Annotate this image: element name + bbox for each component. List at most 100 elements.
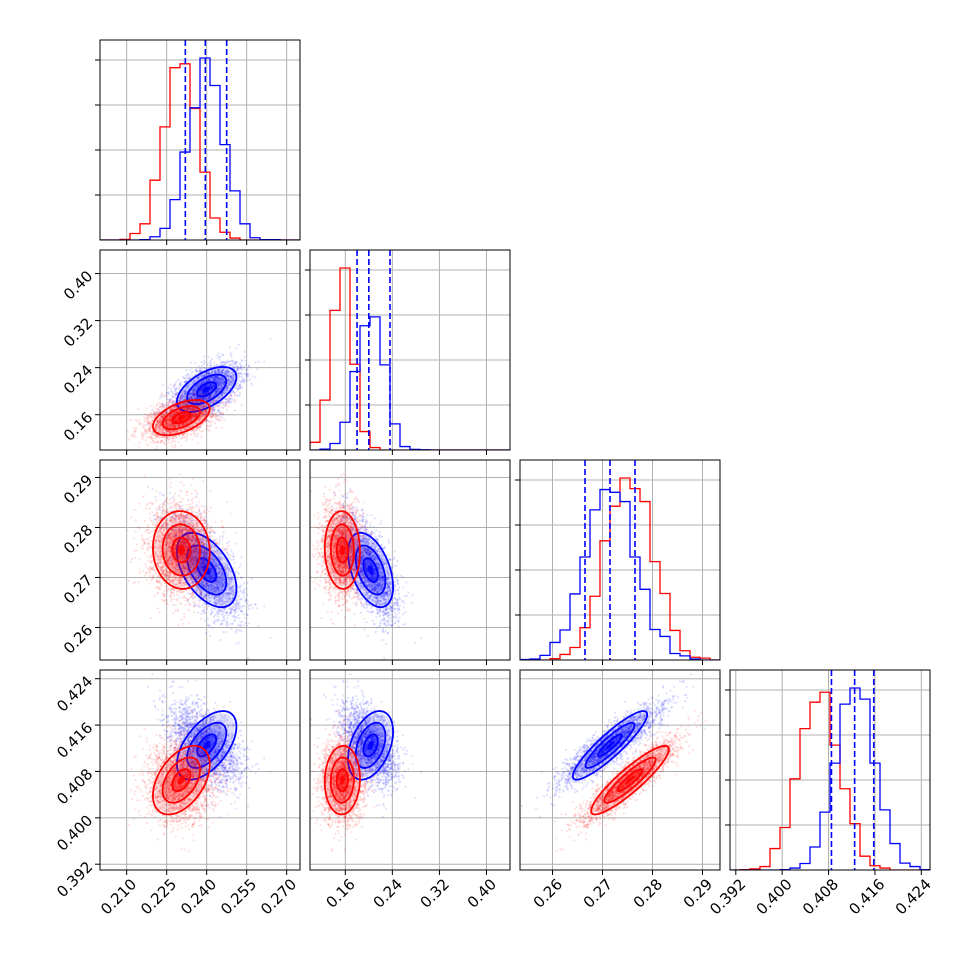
scatter-point [209,384,212,387]
scatter-point [186,385,189,388]
scatter-point [174,437,178,440]
scatter-point [236,365,239,368]
scatter-point [228,383,231,386]
scatter-point [212,378,215,381]
scatter-point [220,385,223,388]
scatter-point [207,419,210,423]
scatter-point [157,408,160,411]
scatter-point [142,426,146,429]
scatter-point [226,398,229,401]
scatter-point [172,395,175,398]
scatter-point [219,396,222,399]
scatter-point [202,405,205,408]
scatter-point [168,415,172,418]
scatter-point [198,367,201,370]
scatter-point [199,405,202,408]
scatter-point [215,364,218,367]
scatter-point [213,409,216,412]
scatter-point [193,395,196,398]
scatter-point [200,405,203,408]
scatter-point [158,427,161,430]
scatter-point [214,376,217,379]
scatter-point [187,408,190,411]
scatter-point [194,415,197,418]
scatter-point [226,386,229,389]
contour-layer [152,366,238,437]
scatter-point [247,373,250,376]
scatter-point [205,371,208,374]
scatter-point [173,417,176,420]
scatter-point [213,385,216,388]
scatter-point [216,369,219,372]
scatter-point [207,377,210,380]
scatter-point [213,392,216,395]
scatter-point [192,393,195,396]
scatter-point [210,400,213,403]
scatter-point [221,416,224,419]
scatter-point [209,384,212,387]
scatter-point [236,389,239,392]
scatter-point [207,371,210,375]
scatter-point [151,439,154,442]
scatter-point [209,385,212,388]
scatter-point [215,380,218,383]
scatter-point [201,387,204,390]
scatter-point [246,374,250,377]
scatter-point [180,393,184,396]
scatter-point [201,405,204,408]
scatter-point [191,438,194,441]
scatter-point [221,413,224,416]
scatter-point [227,379,230,383]
scatter-point [175,420,178,423]
scatter-point [218,405,221,408]
scatter-point [206,371,209,374]
scatter-point [130,435,133,438]
scatter-point [203,375,206,378]
scatter-point [194,388,197,391]
scatter-point [237,343,240,346]
scatter-point [150,432,153,435]
scatter-point [207,372,210,375]
scatter-point [203,397,206,400]
scatter-point [215,368,218,371]
scatter-point [182,375,185,379]
scatter-point [185,407,188,410]
scatter-point [205,371,208,374]
histogram-line [310,316,510,450]
scatter-point [233,399,236,402]
scatter-point [180,395,183,398]
scatter-point [240,358,243,361]
scatter-point [235,347,238,350]
scatter-point [220,381,223,384]
scatter-point [215,390,218,393]
scatter-point [211,370,214,373]
scatter-point [191,381,194,384]
scatter-point [196,369,199,372]
scatter-point [176,391,179,394]
scatter-point [194,407,197,410]
scatter-point [191,400,194,404]
scatter-point [213,361,216,364]
scatter-point [209,384,212,387]
scatter-point [230,396,233,399]
scatter-point [218,378,222,381]
scatter-point [178,409,181,412]
scatter-point [236,368,239,371]
scatter-point [226,387,229,390]
scatter-point [194,362,197,365]
scatter-point [189,407,192,410]
scatter-point [183,390,186,393]
scatter-point [197,428,200,432]
scatter-point [220,382,223,385]
scatter-point [169,408,172,411]
scatter-point [216,390,219,393]
scatter-point [237,369,240,372]
scatter-point [182,398,186,401]
scatter-point [188,397,191,400]
scatter-point [164,394,167,397]
scatter-point [240,373,243,376]
scatter-point [167,401,170,404]
scatter-point [152,412,155,416]
scatter-point [150,430,153,433]
scatter-point [193,396,196,399]
